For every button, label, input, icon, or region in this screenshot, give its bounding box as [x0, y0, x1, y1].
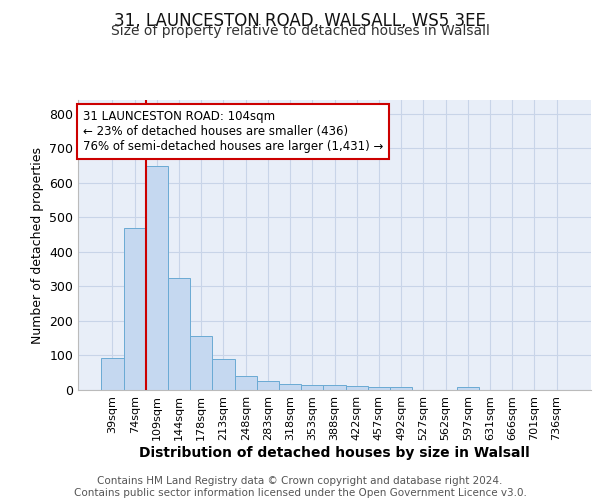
Bar	[212, 358, 235, 390]
Bar	[323, 385, 346, 390]
Bar	[168, 278, 190, 390]
Bar	[124, 228, 146, 390]
Bar	[235, 376, 257, 390]
Bar	[390, 387, 412, 390]
Bar	[190, 336, 212, 390]
Text: 31 LAUNCESTON ROAD: 104sqm
← 23% of detached houses are smaller (436)
76% of sem: 31 LAUNCESTON ROAD: 104sqm ← 23% of deta…	[83, 110, 383, 153]
Bar	[279, 384, 301, 390]
Bar	[257, 382, 279, 390]
Bar	[101, 358, 124, 390]
X-axis label: Distribution of detached houses by size in Walsall: Distribution of detached houses by size …	[139, 446, 530, 460]
Y-axis label: Number of detached properties: Number of detached properties	[31, 146, 44, 344]
Text: 31, LAUNCESTON ROAD, WALSALL, WS5 3EE: 31, LAUNCESTON ROAD, WALSALL, WS5 3EE	[114, 12, 486, 30]
Bar	[457, 387, 479, 390]
Bar	[368, 386, 390, 390]
Text: Size of property relative to detached houses in Walsall: Size of property relative to detached ho…	[110, 24, 490, 38]
Bar	[146, 166, 168, 390]
Bar	[346, 386, 368, 390]
Text: Contains HM Land Registry data © Crown copyright and database right 2024.
Contai: Contains HM Land Registry data © Crown c…	[74, 476, 526, 498]
Bar	[301, 385, 323, 390]
